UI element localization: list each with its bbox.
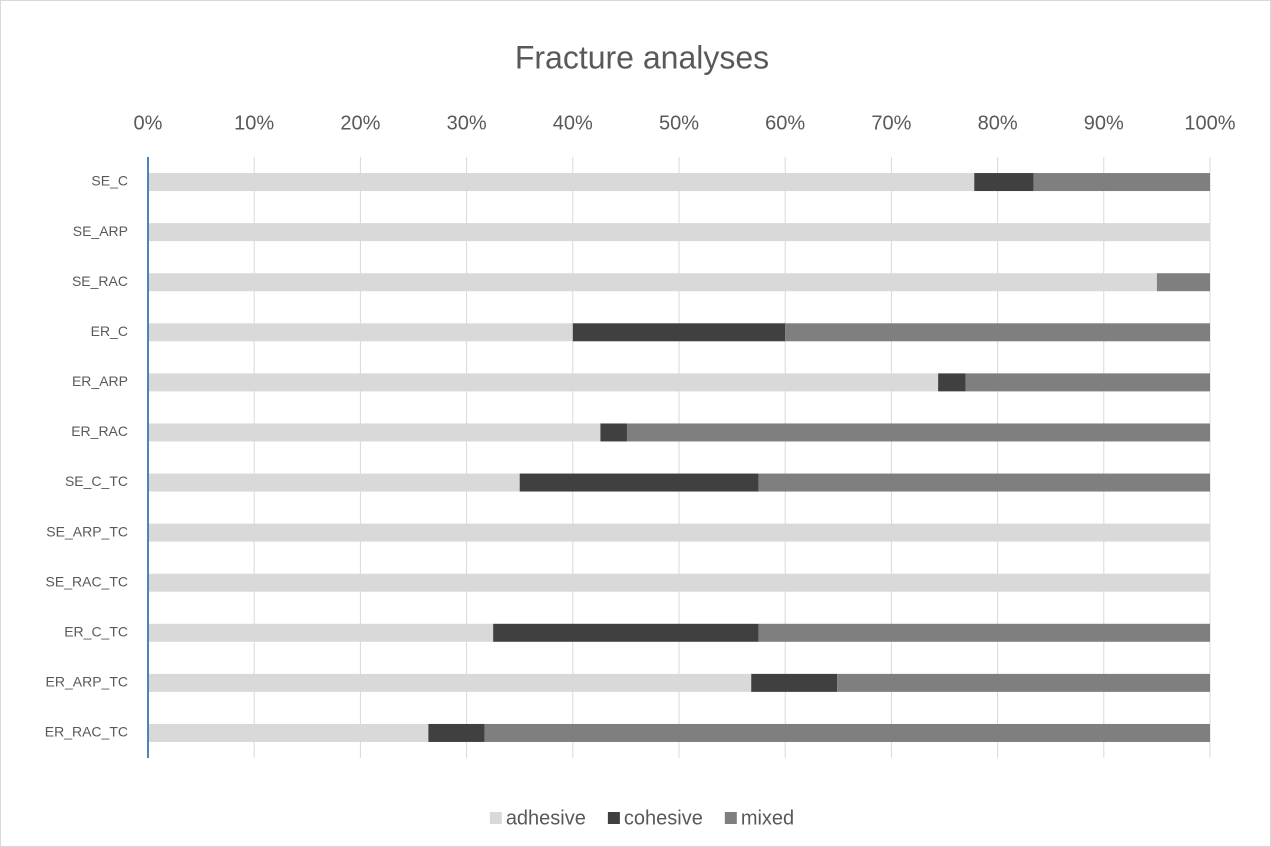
x-tick-label: 10% <box>234 112 274 134</box>
bar-segment <box>148 673 752 692</box>
x-tick-label: 90% <box>1084 112 1124 134</box>
y-tick-label: SE_ARP_TC <box>46 523 128 539</box>
bar-segment <box>148 623 494 642</box>
bar-segment <box>1033 173 1210 192</box>
x-tick-label: 80% <box>978 112 1018 134</box>
y-tick-label: ER_C <box>91 323 128 339</box>
y-tick-label: ER_RAC <box>71 423 128 439</box>
y-tick-label: SE_RAC_TC <box>46 573 128 589</box>
bar-segment <box>493 623 759 642</box>
y-tick-label: SE_C_TC <box>65 473 128 489</box>
bar-segment <box>148 173 975 192</box>
bar-segment <box>751 673 838 692</box>
bar-segment <box>148 723 429 742</box>
bar-segment <box>148 423 601 442</box>
bar-segment <box>519 473 759 492</box>
bar-segment <box>484 723 1210 742</box>
y-tick-label: ER_C_TC <box>64 623 128 639</box>
y-tick-label: SE_ARP <box>73 223 128 239</box>
bar-segment <box>148 523 1210 542</box>
bar-segment <box>148 473 520 492</box>
bar-segment <box>974 173 1034 192</box>
legend-label: adhesive <box>506 807 586 829</box>
x-tick-label: 20% <box>340 112 380 134</box>
bar-segment <box>758 473 1210 492</box>
legend-swatch <box>724 812 737 824</box>
legend-swatch <box>489 812 502 824</box>
bar-segment <box>965 373 1210 392</box>
bar-segment <box>428 723 485 742</box>
y-tick-label: ER_RAC_TC <box>45 724 128 740</box>
y-tick-label: SE_RAC <box>72 273 128 289</box>
x-tick-label: 50% <box>659 112 699 134</box>
bar-segment <box>148 273 1157 292</box>
bar-segment <box>626 423 1210 442</box>
bar-segment <box>148 573 1210 592</box>
legend-label: mixed <box>741 807 794 829</box>
chart-title: Fracture analyses <box>515 39 769 75</box>
x-tick-label: 0% <box>134 112 163 134</box>
y-tick-label: ER_ARP <box>72 373 128 389</box>
bar-segment <box>758 623 1210 642</box>
legend-swatch <box>607 812 620 824</box>
x-tick-label: 30% <box>447 112 487 134</box>
bar-segment <box>600 423 627 442</box>
bar-segment <box>148 323 573 342</box>
bar-segment <box>837 673 1210 692</box>
legend-label: cohesive <box>624 807 703 829</box>
bar-segment <box>148 223 1210 242</box>
y-tick-label: SE_C <box>91 173 128 189</box>
x-tick-label: 40% <box>553 112 593 134</box>
bar-segment <box>572 323 786 342</box>
bar-segment <box>1156 273 1210 292</box>
x-tick-label: 60% <box>765 112 805 134</box>
x-tick-label: 70% <box>871 112 911 134</box>
x-tick-label: 100% <box>1184 112 1235 134</box>
bar-segment <box>785 323 1210 342</box>
y-tick-label: ER_ARP_TC <box>46 674 128 690</box>
bar-segment <box>148 373 939 392</box>
bar-segment <box>938 373 966 392</box>
